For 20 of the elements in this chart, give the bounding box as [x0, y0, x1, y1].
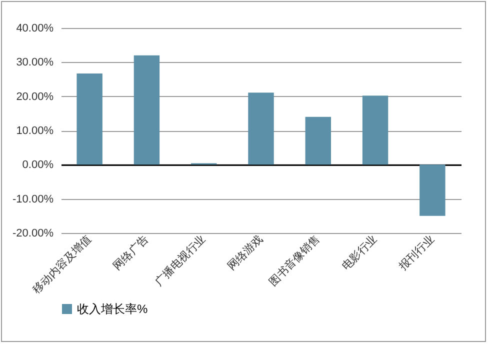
x-tick-label: 网络游戏 — [224, 232, 266, 273]
y-tick-label: 10.00% — [16, 125, 54, 137]
y-tick-label: -10.00% — [12, 193, 54, 206]
legend-label: 收入增长率% — [77, 302, 148, 316]
y-tick-label: 40.00% — [16, 22, 54, 34]
y-tick-label: -20.00% — [12, 228, 54, 240]
y-tick-label: 20.00% — [16, 90, 54, 103]
bar — [420, 164, 446, 216]
y-tick-label: 0.00% — [22, 159, 54, 172]
x-tick-label: 广播电视行业 — [152, 232, 208, 288]
x-tick-label: 电影行业 — [339, 232, 380, 273]
bar — [248, 92, 274, 165]
y-tick-label: 30.00% — [16, 56, 54, 69]
x-tick-label: 图书音像销售 — [266, 232, 322, 288]
x-tick-label: 报刊行业 — [396, 232, 437, 274]
bar — [362, 96, 388, 165]
bar — [134, 55, 160, 165]
bar — [305, 116, 331, 165]
x-tick-label: 网络广告 — [110, 232, 151, 273]
bar — [76, 73, 102, 165]
